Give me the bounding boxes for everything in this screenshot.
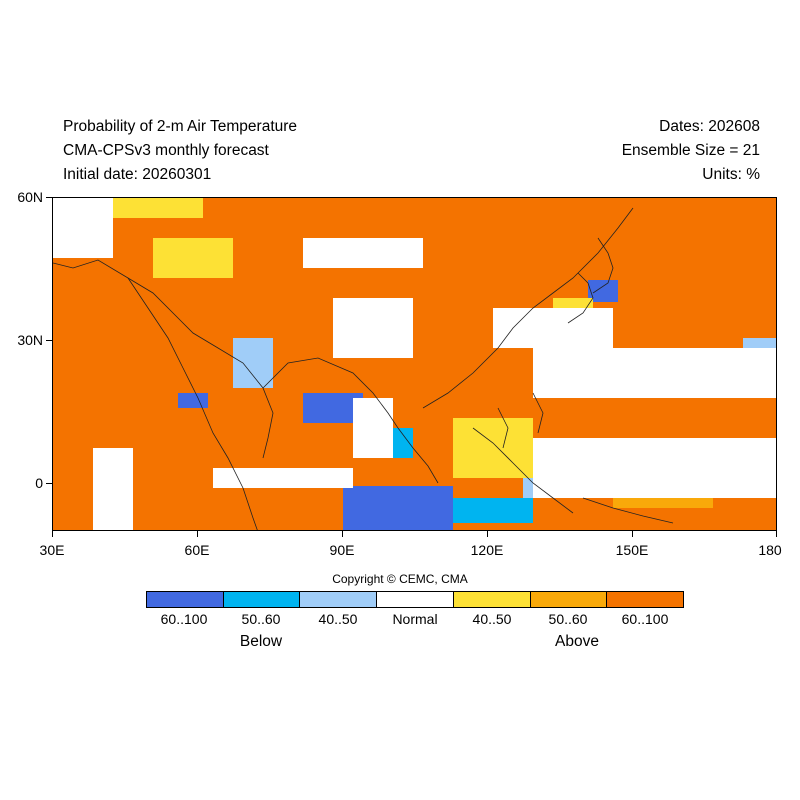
legend-swatch-below-50-60	[223, 592, 301, 607]
legend-swatch-above-50-60	[530, 592, 608, 607]
probability-patch-normal	[53, 198, 113, 258]
legend-swatch-below-40-50	[300, 592, 378, 607]
title-line-3: Initial date: 20260301	[63, 166, 212, 183]
legend-label: 40..50	[318, 611, 358, 627]
probability-patch-normal	[303, 238, 423, 268]
lon-tick	[197, 531, 198, 537]
units-label: Units: %	[702, 166, 760, 183]
lon-label-90e: 90E	[329, 542, 355, 558]
dates-label: Dates: 202608	[659, 118, 760, 135]
legend-label: 50..60	[548, 611, 588, 627]
probability-patch-normal	[493, 308, 613, 348]
lat-label-30n: 30N	[17, 332, 43, 348]
probability-patch-normal	[333, 298, 413, 358]
legend-label: 50..60	[241, 611, 281, 627]
lat-tick	[46, 340, 52, 341]
lon-label-150e: 150E	[615, 542, 649, 558]
legend-label: 60..100	[160, 611, 208, 627]
lon-tick	[776, 531, 777, 537]
legend-swatch-below-60-100	[147, 592, 224, 607]
probability-patch-normal	[213, 468, 353, 488]
lon-label-30e: 30E	[39, 542, 65, 558]
map-plot-area	[52, 197, 777, 531]
legend-label: Normal	[392, 611, 438, 627]
lat-label-0: 0	[35, 475, 43, 491]
legend-group-above: Above	[555, 633, 599, 650]
lat-tick	[46, 197, 52, 198]
probability-patch-normal	[533, 348, 776, 398]
probability-map	[53, 198, 776, 530]
probability-patch-below-60-100	[588, 280, 618, 302]
legend-swatch-above-60-100	[607, 592, 684, 607]
probability-patch-normal	[533, 438, 776, 498]
lon-label-180: 180	[758, 542, 782, 558]
ensemble-size-label: Ensemble Size = 21	[621, 142, 760, 159]
probability-patch-above-40-50	[453, 418, 533, 478]
probability-patch-below-50-60	[453, 498, 533, 523]
probability-patch-below-60-100	[178, 393, 208, 408]
copyright-notice: Copyright © CEMC, CMA	[332, 572, 468, 586]
lon-tick	[342, 531, 343, 537]
legend-color-bar	[146, 591, 684, 608]
title-line-1: Probability of 2-m Air Temperature	[63, 118, 298, 135]
probability-patch-normal	[353, 398, 393, 458]
lon-label-120e: 120E	[470, 542, 504, 558]
lon-tick	[52, 531, 53, 537]
probability-patch-normal	[93, 448, 133, 530]
title-line-2: CMA-CPSv3 monthly forecast	[63, 142, 269, 159]
lon-tick	[487, 531, 488, 537]
lon-label-60e: 60E	[184, 542, 210, 558]
legend-swatch-above-40-50	[453, 592, 531, 607]
coastlines	[53, 207, 674, 530]
legend-swatch-normal	[377, 592, 454, 607]
legend-group-below: Below	[239, 633, 283, 650]
lat-tick	[46, 483, 52, 484]
probability-patch-above-40-50	[153, 238, 233, 278]
probability-patch-below-60-100	[343, 486, 453, 530]
lon-tick	[632, 531, 633, 537]
lat-label-60n: 60N	[17, 189, 43, 205]
probability-patch-below-40-50	[233, 338, 273, 388]
legend-label: 60..100	[621, 611, 669, 627]
legend-label: 40..50	[472, 611, 512, 627]
